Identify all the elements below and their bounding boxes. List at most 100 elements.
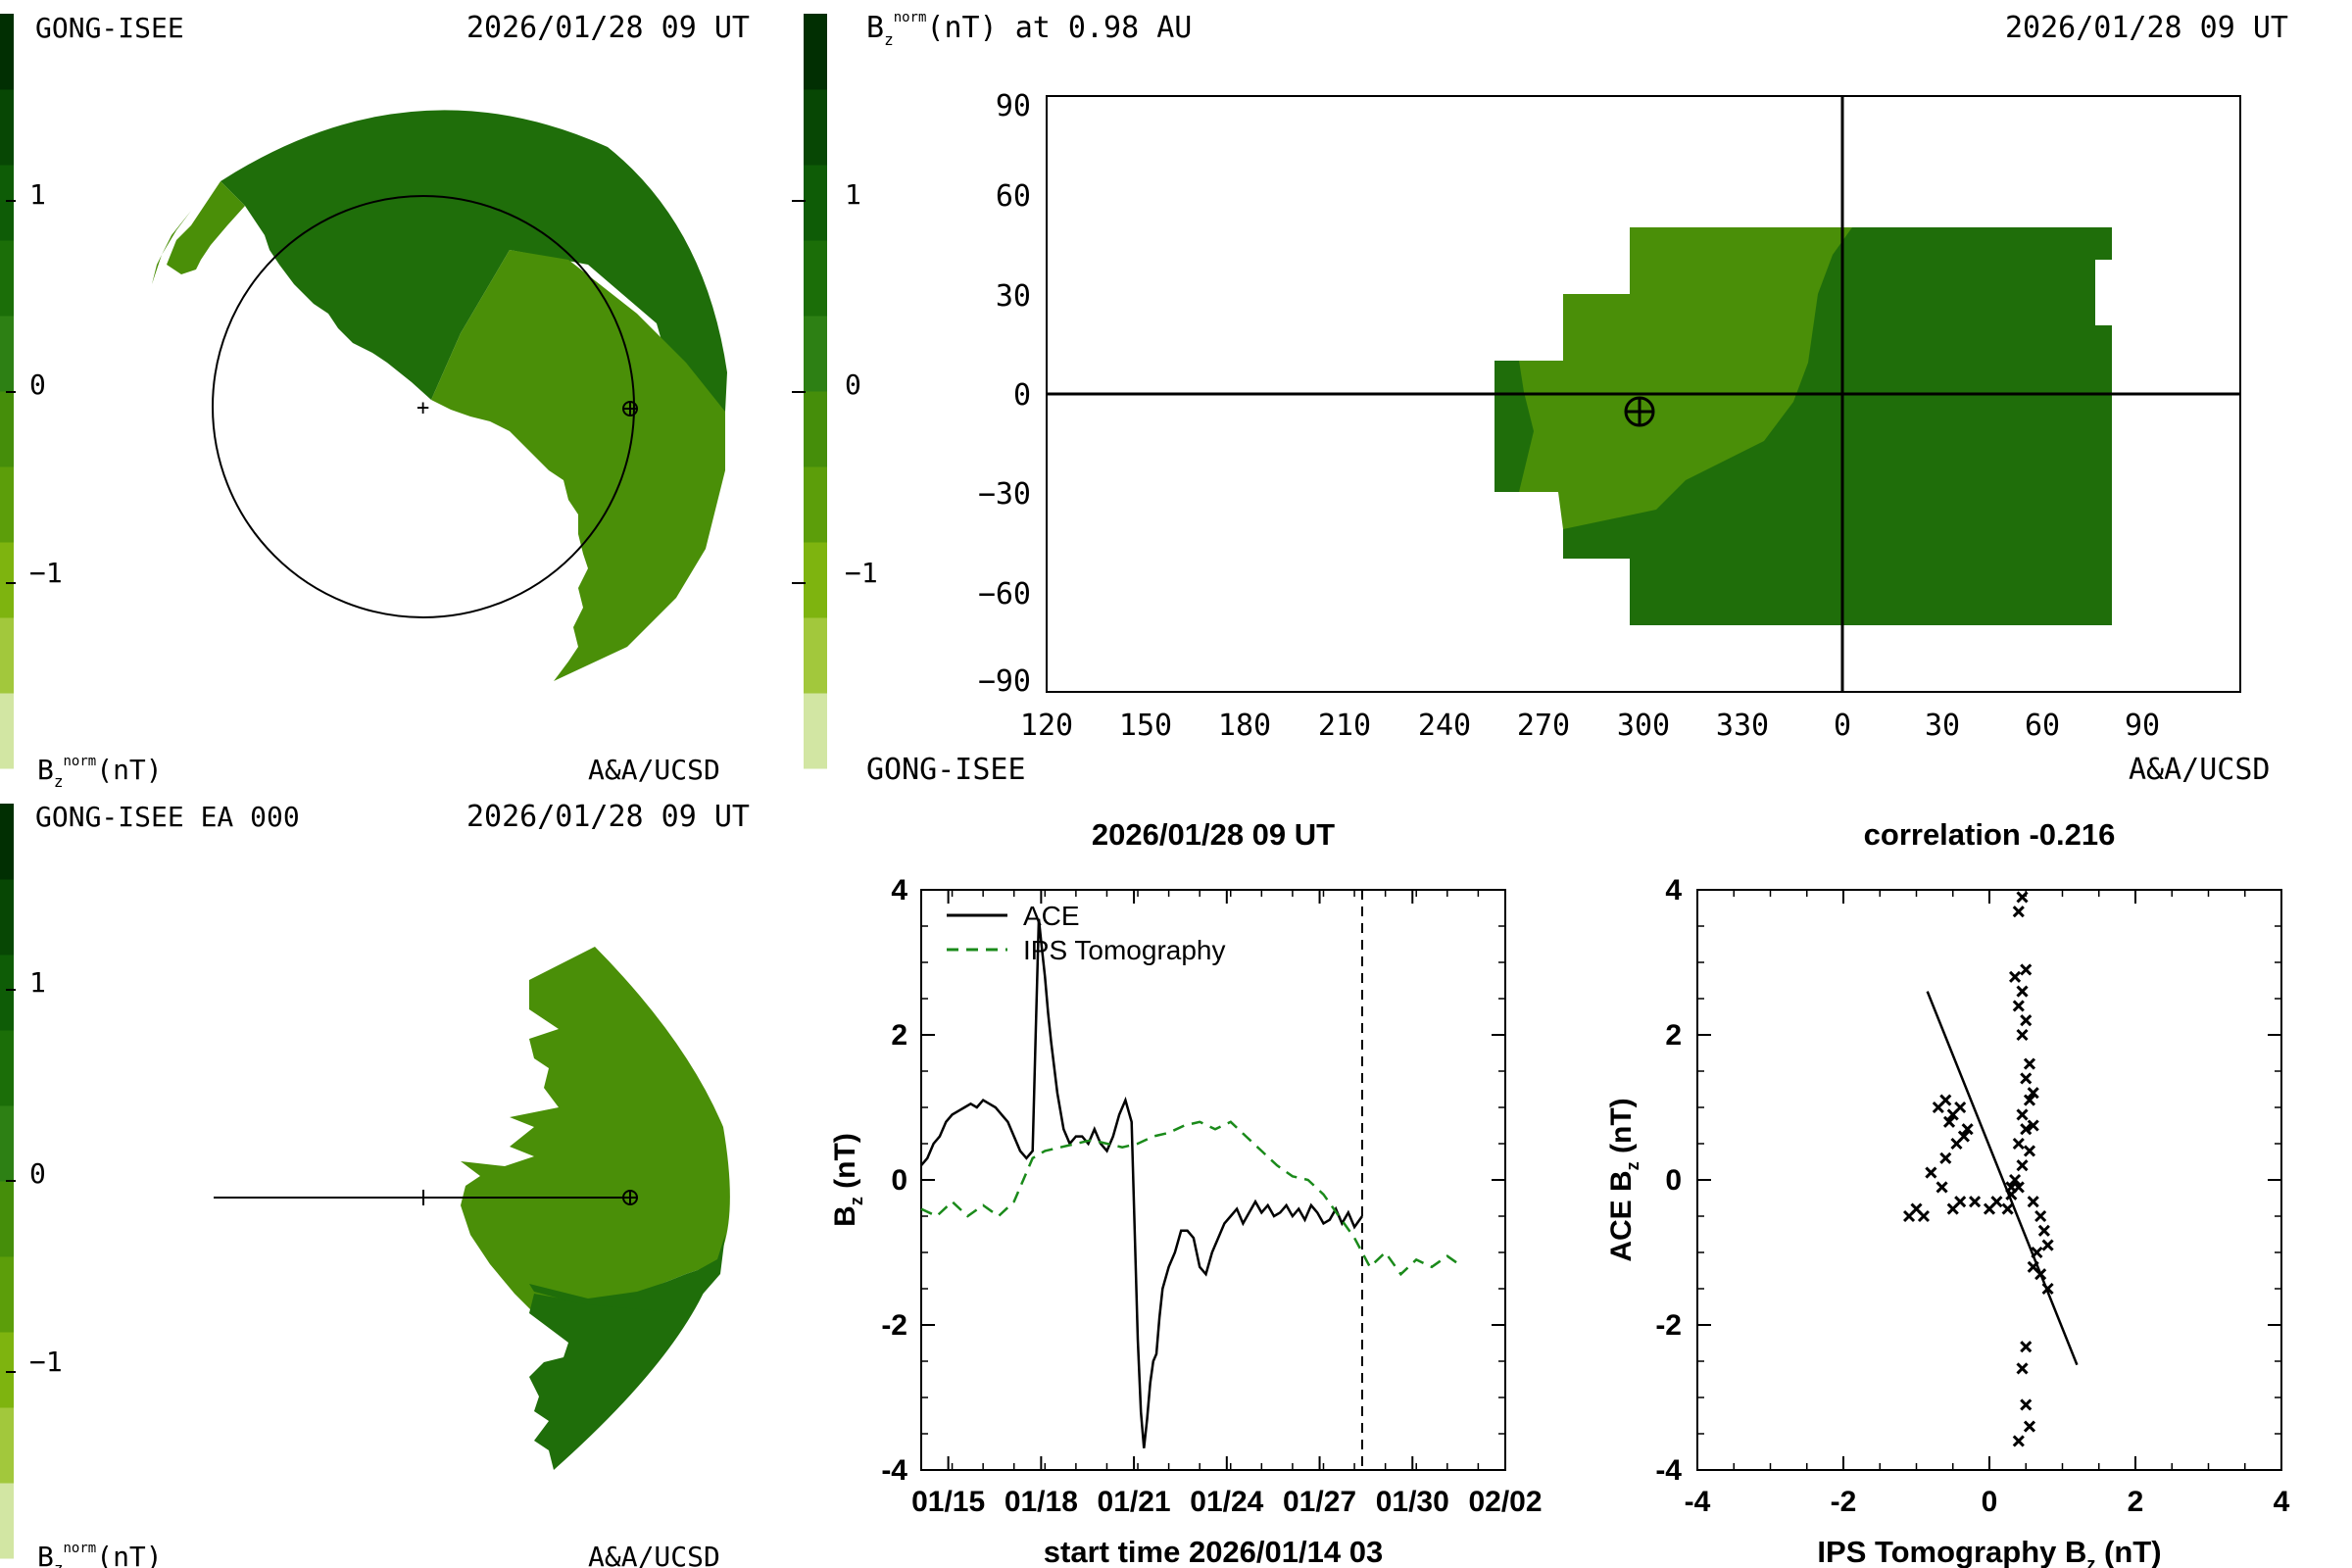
y-tick-label: 2 — [1665, 1019, 1682, 1052]
scatter-point — [2012, 1137, 2025, 1151]
colorbar-swatch — [0, 693, 14, 769]
orbit-circle — [212, 195, 635, 618]
map-title: Bznorm(nT) at 0.98 AU — [866, 10, 1192, 49]
meridional-view-sectors — [461, 947, 730, 1470]
colorbar-swatch — [804, 466, 827, 543]
colorbar-swatch — [0, 240, 14, 317]
scatter-point — [2020, 1014, 2033, 1027]
sector-dark — [220, 110, 727, 413]
y-tick-label: 90 — [996, 89, 1031, 123]
colorbar-ticks-bottom-left: 1 0 −1 — [6, 966, 63, 1378]
sector-light — [431, 250, 725, 681]
colorbar-tick-label: 1 — [29, 178, 46, 211]
scatter-point — [2023, 1094, 2036, 1106]
colorbar-swatch — [0, 89, 14, 166]
scatter-point — [2016, 1108, 2029, 1121]
colorbar-swatch — [804, 316, 827, 392]
colorbar-swatch — [0, 1483, 14, 1559]
scatter-point — [2001, 1202, 2014, 1215]
legend-label-ips: IPS Tomography — [1023, 935, 1226, 965]
y-tick-label: -4 — [1655, 1454, 1682, 1487]
x-tick-label: 90 — [2125, 709, 2160, 743]
x-tick-label: 01/30 — [1376, 1486, 1449, 1518]
colorbar-ticks-top-left: 1 0 −1 — [6, 178, 63, 589]
scatter-point — [2027, 1196, 2039, 1208]
earth-symbol-icon — [622, 401, 638, 416]
colorbar-swatch — [0, 1181, 14, 1257]
sector-light — [461, 947, 730, 1323]
scatter-point — [2016, 1362, 2029, 1375]
x-tick-label: 30 — [1925, 709, 1960, 743]
y-tick-label: 60 — [996, 179, 1031, 214]
ecliptic-view-sectors — [152, 110, 727, 681]
colorbar-swatch — [0, 391, 14, 467]
plot-ticks — [920, 889, 1506, 1471]
panel-bottom-left: 1 0 −1 GONG-ISEE EA 000 2026/01/28 09 UT… — [0, 800, 750, 1568]
regression-line — [1926, 991, 2079, 1366]
sector-light — [1519, 227, 1852, 529]
scatter-point — [2020, 1398, 2033, 1411]
y-axis-label: Bz (nT) — [829, 1133, 866, 1227]
x-tick-label: 150 — [1119, 709, 1172, 743]
map-x-tick-labels: 120 150 180 210 240 270 300 330 0 30 60 … — [1020, 709, 2160, 743]
y-tick-label: 0 — [891, 1164, 907, 1197]
scatter-point — [1942, 1115, 1956, 1128]
colorbar-swatch — [804, 617, 827, 694]
colorbar-swatch — [804, 14, 827, 90]
y-tick-label: 2 — [891, 1019, 907, 1052]
colorbar-swatch — [0, 542, 14, 618]
x-tick-label: 01/15 — [911, 1486, 985, 1518]
y-tick-labels: 4 2 0 -2 -4 — [881, 874, 907, 1487]
colorbar-swatch — [0, 1256, 14, 1333]
colorbar-swatch — [804, 391, 827, 467]
colorbar-swatch — [0, 466, 14, 543]
x-tick-label: 01/24 — [1190, 1486, 1263, 1518]
colorbar-swatch — [804, 693, 827, 769]
scatter-point — [2016, 1159, 2029, 1172]
y-tick-label: -4 — [881, 1454, 907, 1487]
x-tick-labels: 01/15 01/18 01/21 01/24 01/27 01/30 02/02 — [911, 1486, 1542, 1518]
credit-label: A&A/UCSD — [588, 754, 720, 786]
scatter-point — [2020, 1341, 2033, 1353]
date-label: 2026/01/28 09 UT — [466, 11, 750, 45]
map-axes — [1046, 95, 2241, 693]
colorbar-tick-label: 0 — [845, 368, 861, 401]
scatter-point — [2034, 1209, 2047, 1223]
source-label: GONG-ISEE EA 000 — [35, 801, 300, 833]
y-tick-labels: 4 2 0 -2 -4 — [1655, 874, 1682, 1487]
colorbar-swatch — [804, 89, 827, 166]
scatter-point — [2009, 970, 2022, 983]
colorbar-swatch — [804, 240, 827, 317]
x-tick-label: 02/02 — [1468, 1486, 1542, 1518]
x-tick-label: 01/27 — [1283, 1486, 1356, 1518]
scatter-point — [2037, 1224, 2050, 1237]
scatter-point — [1954, 1101, 1967, 1114]
scatter-point — [1939, 1094, 1952, 1106]
plot-frame — [1696, 889, 2282, 1471]
x-tick-label: 2 — [2128, 1486, 2144, 1518]
x-tick-label: 0 — [1982, 1486, 1998, 1518]
colorbar-tick-label: 1 — [29, 966, 46, 999]
colorbar-unit-label: Bznorm(nT) — [37, 754, 163, 791]
x-tick-label: 210 — [1318, 709, 1371, 743]
colorbar-swatch — [0, 955, 14, 1031]
y-tick-label: -2 — [1655, 1309, 1682, 1342]
colorbar-swatch — [0, 14, 14, 90]
x-tick-label: 0 — [1834, 709, 1851, 743]
x-tick-label: 4 — [2274, 1486, 2290, 1518]
scatter-point — [1969, 1196, 1982, 1208]
x-axis-label: IPS Tomography Bz (nT) — [1817, 1535, 2161, 1568]
scatter-point — [2009, 1173, 2022, 1187]
credit-label: A&A/UCSD — [2129, 753, 2271, 787]
colorbar-swatch — [0, 1105, 14, 1182]
colorbar-swatch — [804, 542, 827, 618]
sun-marker: + — [416, 396, 429, 420]
earth-symbol-icon — [1624, 396, 1655, 427]
date-label: 2026/01/28 09 UT — [2005, 11, 2288, 45]
colorbar-tick-label: 0 — [29, 1157, 46, 1190]
credit-label: A&A/UCSD — [588, 1541, 720, 1568]
x-tick-label: 180 — [1218, 709, 1271, 743]
date-label: 2026/01/28 09 UT — [466, 800, 750, 834]
scatter-chart: correlation -0.216 4 2 0 -2 -4 -4 -2 0 2 4 ACE B… — [1605, 817, 2290, 1568]
colorbar-swatch — [0, 316, 14, 392]
